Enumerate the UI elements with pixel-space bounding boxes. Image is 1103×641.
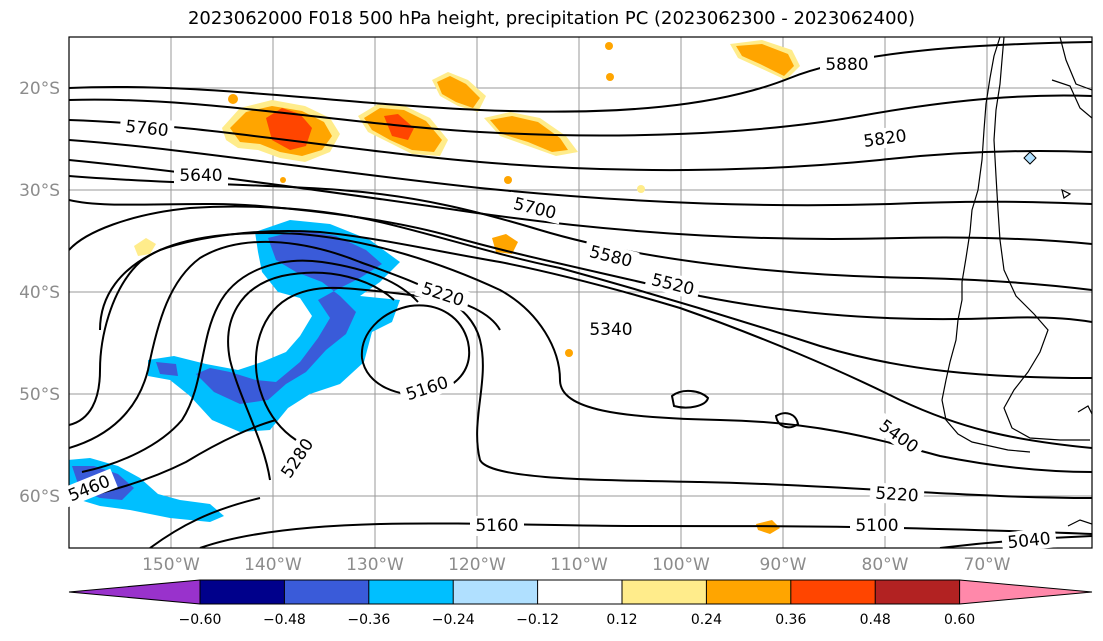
contour-label: 5640 [179,166,222,186]
contour-label: 5340 [589,320,632,340]
lon-label: 70°W [964,555,1011,575]
lat-label: 40°S [19,283,60,303]
colorbar-segment [200,580,285,604]
colorbar-segment [790,580,876,604]
lon-label: 80°W [862,555,909,575]
map-frame [68,36,1093,549]
lon-label: 100°W [652,555,710,575]
figure-title: 2023062000 F018 500 hPa height, precipit… [187,8,916,29]
colorbar-segment [453,580,538,604]
lon-label: 90°W [760,555,807,575]
lat-label: 50°S [19,385,60,405]
colorbar-tick-label: 0.48 [860,612,891,628]
lon-label: 130°W [346,555,404,575]
lon-label: 110°W [550,555,608,575]
colorbar-tick-label: −0.36 [347,612,390,628]
lon-label: 140°W [244,555,302,575]
colorbar-segment [537,580,622,604]
colorbar-tick-label: −0.12 [516,612,559,628]
longitude-axis-labels: 150°W 140°W 130°W 120°W 110°W 100°W 90°W… [142,555,1011,575]
colorbar-segment [368,580,454,604]
colorbar-min-extension [69,580,200,604]
colorbar-segment [706,580,791,604]
colorbar-segment [622,580,707,604]
colorbar-tick-label: 0.24 [691,612,722,628]
colorbar-tick-label: −0.24 [432,612,475,628]
lat-label: 30°S [19,181,60,201]
colorbar-tick-label: −0.60 [179,612,222,628]
colorbar-tick-label: 0.36 [775,612,806,628]
lon-label: 120°W [448,555,506,575]
colorbar: −0.60 −0.48 −0.36 −0.24 −0.12 0.12 0.24 … [68,579,1093,628]
colorbar-tick-label: 0.60 [944,612,975,628]
coastline [941,37,1092,527]
lon-label: 150°W [142,555,200,575]
contour-label: 5100 [855,516,898,536]
contour-label: 5880 [825,55,868,75]
small-negative-anomaly-patch [1023,151,1037,165]
colorbar-tick-label: −0.48 [263,612,306,628]
latitude-axis-labels: 20°S 30°S 40°S 50°S 60°S [19,79,60,507]
colorbar-segment [875,580,960,604]
lat-label: 20°S [19,79,60,99]
colorbar-max-extension [959,580,1092,604]
contour-label: 5040 [1007,529,1052,553]
contour-label: 5760 [124,117,169,141]
contour-label: 5160 [475,516,518,536]
lat-label: 60°S [19,487,60,507]
colorbar-segment [284,580,369,604]
colorbar-tick-label: 0.12 [606,612,637,628]
contour-label: 5220 [875,484,920,507]
